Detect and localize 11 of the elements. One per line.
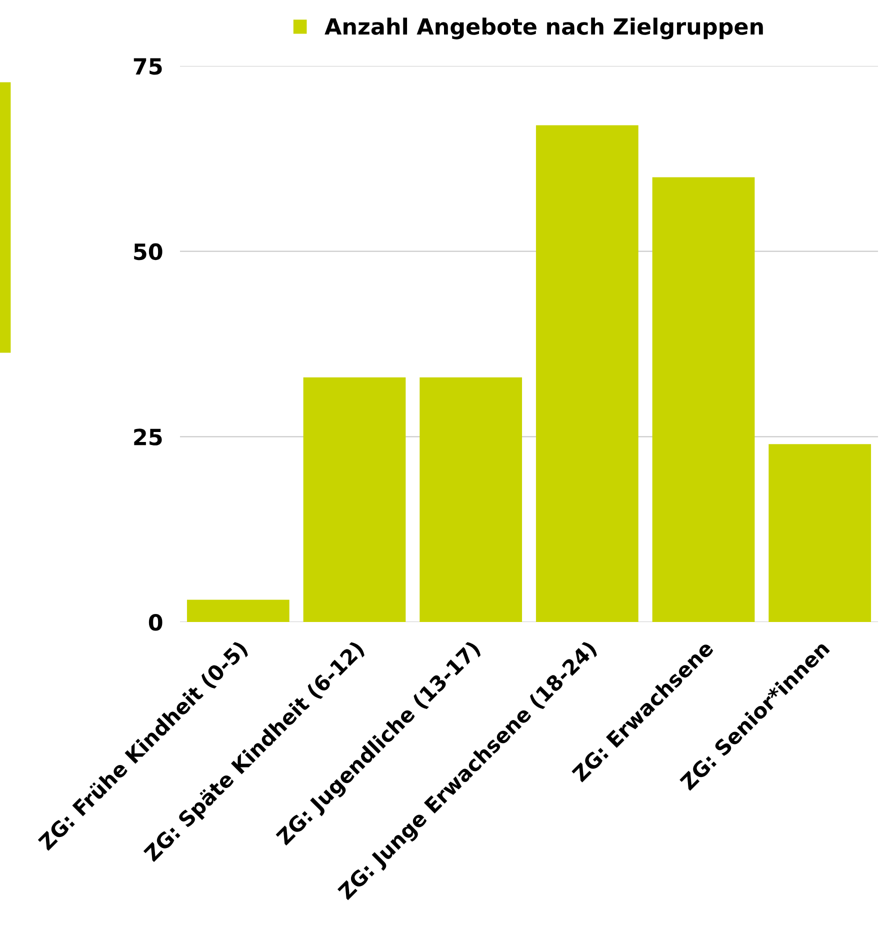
bar [768, 444, 872, 622]
bar [420, 377, 522, 622]
bar [186, 600, 290, 622]
y-tick-label: 50 [134, 243, 162, 260]
bar [536, 125, 638, 622]
y-tick-label: 75 [134, 58, 162, 75]
bar [303, 377, 406, 622]
legend-label: Anzahl Angebote nach Zielgruppen [324, 18, 763, 40]
y-tick-label: 25 [134, 428, 162, 446]
y-tick-label: 0 [148, 614, 162, 631]
bar [652, 177, 755, 622]
